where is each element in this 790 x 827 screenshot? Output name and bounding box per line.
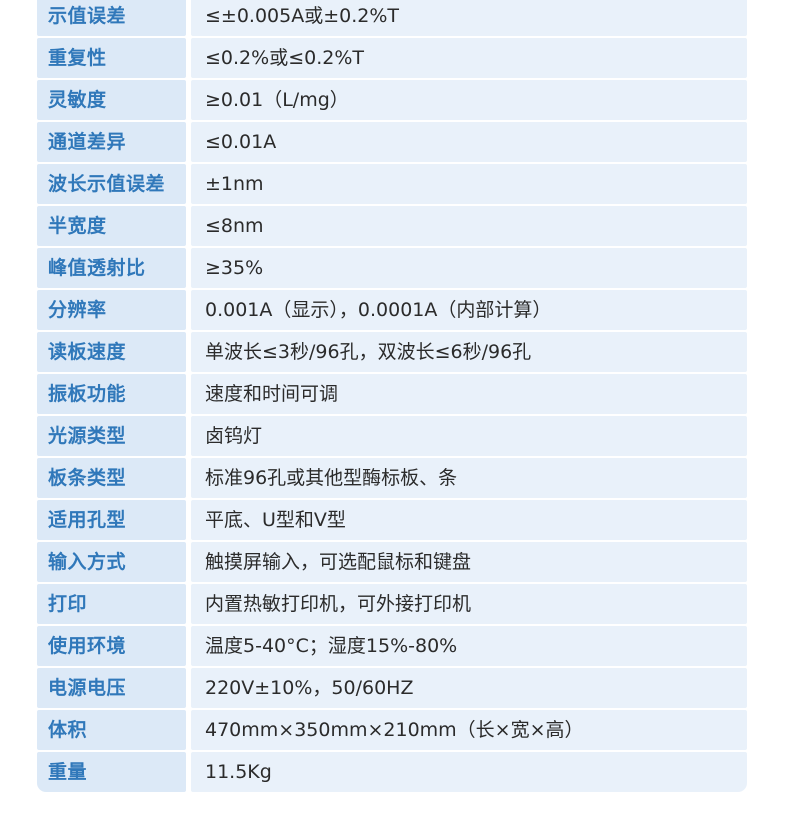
spec-label: 适用孔型 [37,500,186,540]
spec-value: ≥0.01（L/mg） [191,80,747,120]
table-row: 打印 内置热敏打印机，可外接打印机 [37,584,747,624]
spec-label: 半宽度 [37,206,186,246]
spec-label: 电源电压 [37,668,186,708]
table-row: 读板速度 单波长≤3秒/96孔，双波长≤6秒/96孔 [37,332,747,372]
spec-value: ≥35% [191,248,747,288]
table-row: 分辨率 0.001A（显示），0.0001A（内部计算） [37,290,747,330]
table-row: 重复性 ≤0.2%或≤0.2%T [37,38,747,78]
spec-label: 板条类型 [37,458,186,498]
table-row: 使用环境 温度5-40°C；湿度15%-80% [37,626,747,666]
table-row: 重量 11.5Kg [37,752,747,792]
spec-value: ≤8nm [191,206,747,246]
spec-value: 内置热敏打印机，可外接打印机 [191,584,747,624]
spec-label: 灵敏度 [37,80,186,120]
spec-value: ≤±0.005A或±0.2%T [191,0,747,36]
spec-label: 峰值透射比 [37,248,186,288]
table-row: 适用孔型 平底、U型和V型 [37,500,747,540]
spec-label: 分辨率 [37,290,186,330]
spec-label: 光源类型 [37,416,186,456]
spec-label: 重复性 [37,38,186,78]
table-row: 波长示值误差 ±1nm [37,164,747,204]
spec-value: 卤钨灯 [191,416,747,456]
spec-value: 11.5Kg [191,752,747,792]
spec-value: 标准96孔或其他型酶标板、条 [191,458,747,498]
table-row: 板条类型 标准96孔或其他型酶标板、条 [37,458,747,498]
spec-value: ±1nm [191,164,747,204]
spec-value: ≤0.2%或≤0.2%T [191,38,747,78]
table-row: 示值误差 ≤±0.005A或±0.2%T [37,0,747,36]
table-row: 光源类型 卤钨灯 [37,416,747,456]
spec-label: 读板速度 [37,332,186,372]
spec-table: 示值误差 ≤±0.005A或±0.2%T 重复性 ≤0.2%或≤0.2%T 灵敏度 ≥0.… [37,0,747,792]
table-row: 通道差异 ≤0.01A [37,122,747,162]
spec-value: 温度5-40°C；湿度15%-80% [191,626,747,666]
spec-value: 单波长≤3秒/96孔，双波长≤6秒/96孔 [191,332,747,372]
table-row: 体积 470mm×350mm×210mm（长×宽×高） [37,710,747,750]
spec-label: 通道差异 [37,122,186,162]
spec-label: 波长示值误差 [37,164,186,204]
spec-value: ≤0.01A [191,122,747,162]
table-row: 峰值透射比 ≥35% [37,248,747,288]
spec-value: 速度和时间可调 [191,374,747,414]
spec-label: 打印 [37,584,186,624]
spec-value: 220V±10%，50/60HZ [191,668,747,708]
spec-value: 触摸屏输入，可选配鼠标和键盘 [191,542,747,582]
spec-value: 平底、U型和V型 [191,500,747,540]
spec-value: 470mm×350mm×210mm（长×宽×高） [191,710,747,750]
table-row: 输入方式 触摸屏输入，可选配鼠标和键盘 [37,542,747,582]
spec-value: 0.001A（显示），0.0001A（内部计算） [191,290,747,330]
spec-label: 使用环境 [37,626,186,666]
table-row: 电源电压 220V±10%，50/60HZ [37,668,747,708]
spec-label: 振板功能 [37,374,186,414]
spec-label: 示值误差 [37,0,186,36]
spec-label: 输入方式 [37,542,186,582]
table-row: 振板功能 速度和时间可调 [37,374,747,414]
spec-label: 体积 [37,710,186,750]
table-row: 半宽度 ≤8nm [37,206,747,246]
spec-label: 重量 [37,752,186,792]
table-row: 灵敏度 ≥0.01（L/mg） [37,80,747,120]
